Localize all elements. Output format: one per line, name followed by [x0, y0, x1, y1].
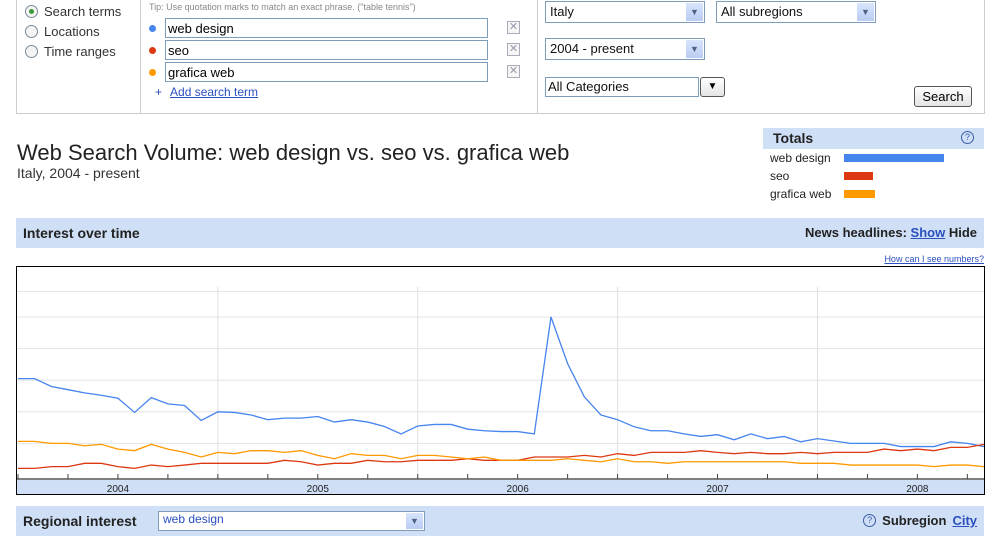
chevron-down-icon: ▼ — [857, 3, 874, 21]
interest-over-time-bar: Interest over time News headlines: Show … — [16, 218, 984, 248]
series-line-grafica-web — [18, 440, 984, 468]
x-tick-label: 2007 — [706, 484, 729, 495]
time-range-select[interactable]: 2004 - present ▼ — [545, 38, 705, 60]
regional-term-select[interactable]: web design ▼ — [158, 511, 425, 531]
subregion-select[interactable]: All subregions ▼ — [716, 1, 876, 23]
news-label: News headlines: — [805, 225, 907, 240]
term-row — [149, 18, 488, 38]
term-row — [149, 40, 488, 60]
news-hide: Hide — [948, 225, 977, 240]
category-value: All Categories — [548, 79, 629, 94]
totals-row: grafica web — [763, 185, 984, 203]
regional-term-value: web design — [163, 512, 224, 526]
radio-icon — [25, 25, 38, 38]
blue-dot-icon — [149, 24, 156, 32]
category-dropdown-button[interactable]: ▼ — [700, 77, 725, 97]
remove-term-icon[interactable]: ✕ — [507, 43, 520, 56]
how-see-numbers-link[interactable]: How can I see numbers? — [884, 254, 984, 264]
chevron-down-icon: ▼ — [686, 3, 703, 21]
remove-term-icon[interactable]: ✕ — [507, 21, 520, 34]
orange-dot-icon — [149, 68, 156, 76]
red-dot-icon — [149, 46, 156, 54]
location-select[interactable]: Italy ▼ — [545, 1, 705, 23]
totals-title: Totals — [773, 130, 814, 146]
help-icon[interactable]: ? — [961, 131, 974, 144]
term-input-1[interactable] — [165, 18, 488, 38]
totals-row: seo — [763, 167, 984, 185]
city-link[interactable]: City — [952, 513, 977, 528]
time-range-value: 2004 - present — [550, 41, 634, 56]
section-title: Regional interest — [23, 513, 137, 529]
radio-label: Search terms — [44, 4, 122, 19]
x-tick-label: 2004 — [107, 484, 130, 495]
chevron-down-icon: ▼ — [406, 513, 423, 529]
help-icon[interactable]: ? — [863, 514, 877, 527]
category-field[interactable]: All Categories — [545, 77, 699, 97]
radio-time-ranges[interactable]: Time ranges — [25, 44, 116, 59]
radio-label: Time ranges — [44, 44, 116, 59]
location-value: Italy — [550, 4, 574, 19]
chevron-down-icon: ▼ — [686, 40, 703, 58]
subregion-label: Subregion — [882, 513, 947, 528]
x-tick-label: 2006 — [507, 484, 530, 495]
radio-selected-icon — [25, 5, 38, 18]
plus-icon: + — [155, 85, 163, 99]
interest-chart: 2004 2005 2006 2007 2008 — [16, 266, 985, 495]
page-subtitle: Italy, 2004 - present — [17, 165, 140, 181]
totals-bar — [844, 190, 875, 198]
series-line-web-design — [18, 316, 984, 448]
term-input-2[interactable] — [165, 40, 488, 60]
subregion-value: All subregions — [721, 4, 803, 19]
radio-search-terms[interactable]: Search terms — [25, 4, 121, 19]
news-show-link[interactable]: Show — [910, 225, 946, 240]
radio-label: Locations — [44, 24, 100, 39]
search-panel: Search terms Locations Time ranges Tip: … — [16, 0, 985, 114]
radio-icon — [25, 45, 38, 58]
search-type-options: Search terms Locations Time ranges — [17, 0, 141, 113]
totals-label: seo — [770, 169, 790, 183]
x-tick-label: 2005 — [307, 484, 330, 495]
section-title: Interest over time — [23, 225, 140, 241]
totals-label: grafica web — [770, 187, 832, 201]
totals-header: Totals? — [763, 128, 984, 149]
search-button[interactable]: Search — [914, 86, 972, 107]
search-terms-area: Tip: Use quotation marks to match an exa… — [141, 0, 538, 113]
totals-bar — [844, 154, 944, 162]
x-axis-band — [17, 480, 984, 494]
add-search-term: + Add search term — [155, 85, 258, 99]
term-input-3[interactable] — [165, 62, 488, 82]
subregion-links: ? Subregion City — [863, 513, 977, 528]
triangle-down-icon: ▼ — [707, 81, 718, 92]
page-title: Web Search Volume: web design vs. seo vs… — [17, 140, 570, 165]
remove-term-icon[interactable]: ✕ — [507, 65, 520, 78]
totals-label: web design — [770, 151, 831, 165]
x-tick-label: 2008 — [906, 484, 929, 495]
news-headlines-toggle: News headlines: Show Hide — [805, 225, 977, 240]
radio-locations[interactable]: Locations — [25, 24, 100, 39]
totals-row: web design — [763, 149, 984, 167]
totals-panel: Totals? web design seo grafica web — [763, 128, 984, 203]
term-row — [149, 62, 488, 82]
add-search-term-link[interactable]: Add search term — [170, 85, 259, 99]
totals-bar — [844, 172, 873, 180]
tip-text: Tip: Use quotation marks to match an exa… — [149, 2, 416, 12]
